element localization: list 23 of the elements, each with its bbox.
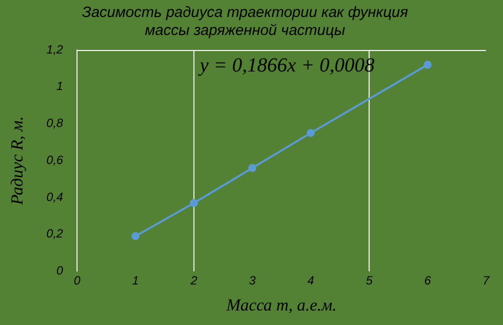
point (190, 198, 198, 207)
x-tick-label: 7 (482, 274, 491, 288)
x-tick-label: 2 (190, 274, 198, 288)
point (132, 232, 140, 240)
y-tick-label: 0,4 (46, 190, 64, 204)
y-axis-title: Радиус R, м. (8, 116, 27, 206)
y-tick-label: 0 (56, 264, 64, 278)
point (248, 164, 256, 172)
x-tick-label: 4 (307, 274, 314, 288)
point (424, 60, 432, 69)
x-tick-label: 6 (424, 274, 432, 288)
y-tick-label: 0,8 (46, 116, 64, 130)
point (306, 128, 315, 137)
y-tick-label: 1 (56, 79, 64, 94)
x-tick-label: 1 (132, 274, 139, 288)
y-tick-label: 0,2 (46, 226, 64, 241)
y-tick-label: 0,6 (46, 152, 64, 167)
x-tick-label: 3 (248, 274, 256, 288)
x-tick-label: 0 (74, 274, 81, 288)
chart-title: Засимость радиуса траектории как функция массы заряженной частицы (82, 4, 408, 40)
x-axis-title: Масса m, а.е.м. (225, 295, 337, 314)
x-tick-label: 5 (366, 274, 373, 288)
y-tick-label: 1,2 (46, 42, 64, 56)
